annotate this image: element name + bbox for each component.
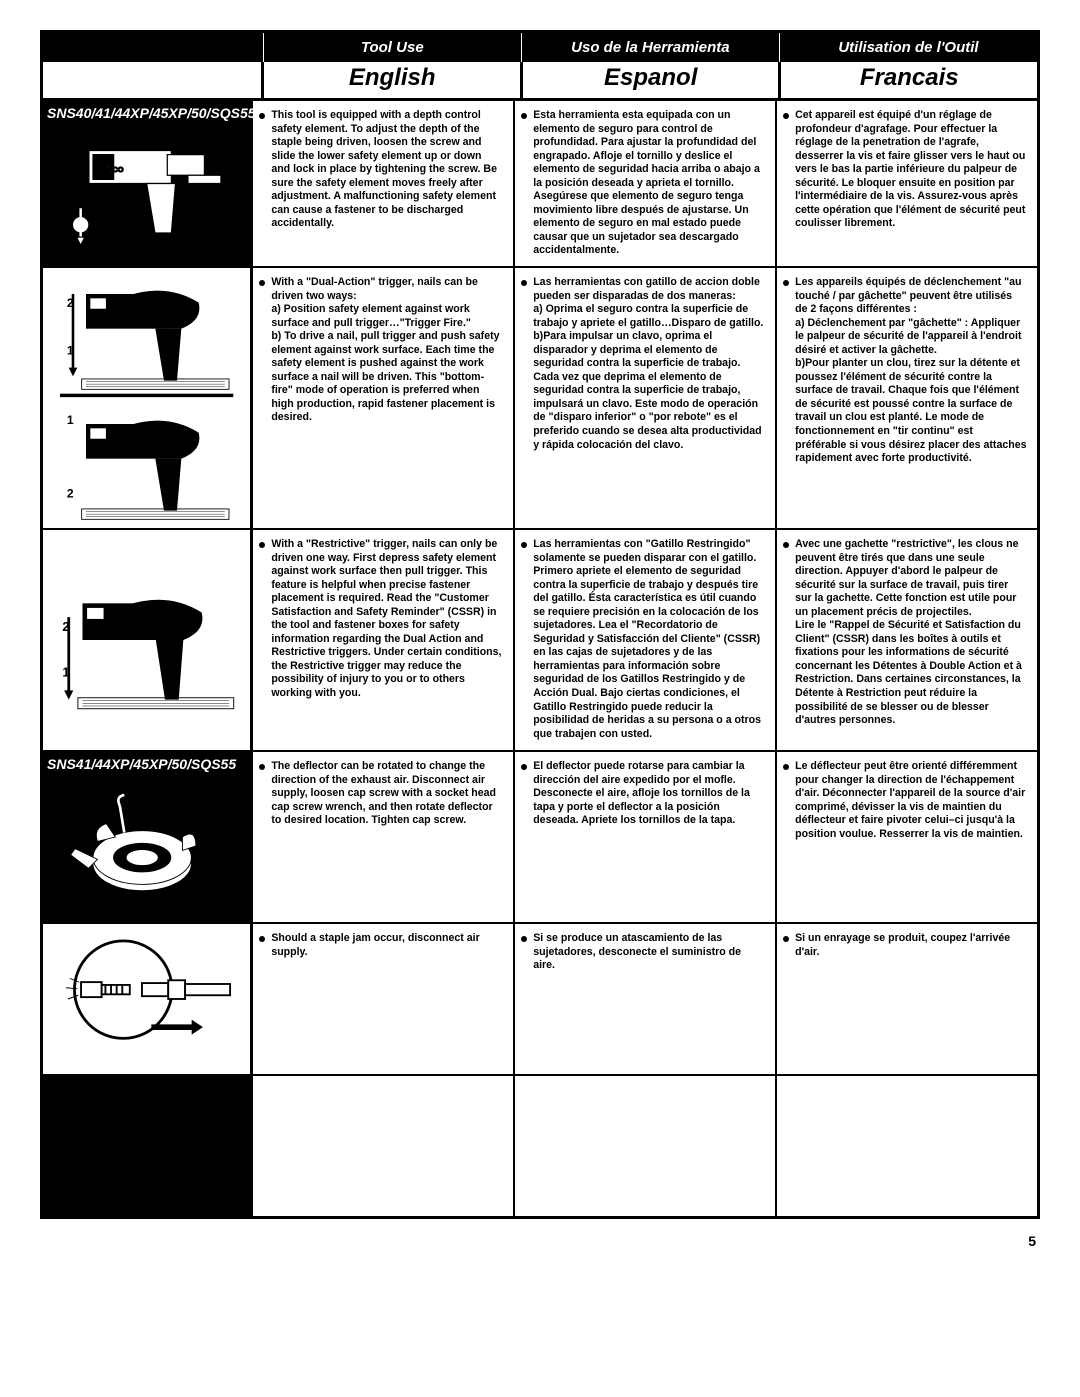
text-es-4: El deflector puede rotarse para cambiar … bbox=[515, 752, 777, 922]
text-en-5: Should a staple jam occur, disconnect ai… bbox=[253, 924, 515, 1074]
text-es-5: Si se produce un atascamiento de las suj… bbox=[515, 924, 777, 1074]
instruction-row-1: SNS40/41/44XP/45XP/50/SQS55 SENCO This t… bbox=[43, 101, 1037, 268]
model-label-4: SNS41/44XP/45XP/50/SQS55 bbox=[47, 756, 246, 772]
body-text: This tool is equipped with a depth contr… bbox=[271, 109, 503, 231]
text-en-1: This tool is equipped with a depth contr… bbox=[253, 101, 515, 266]
svg-text:SENCO: SENCO bbox=[97, 165, 124, 174]
header-tool-use-fr: Utilisation de l'Outil bbox=[780, 33, 1037, 62]
tool-diagram-icon: SENCO bbox=[43, 101, 250, 266]
header-lang-en: English bbox=[264, 62, 523, 98]
deflector-diagram-icon bbox=[43, 752, 250, 922]
bullet-icon bbox=[521, 542, 527, 548]
header-tool-use-en: Tool Use bbox=[264, 33, 522, 62]
text-en-4: The deflector can be rotated to change t… bbox=[253, 752, 515, 922]
text-fr-1: Cet appareil est équipé d'un réglage de … bbox=[777, 101, 1037, 266]
body-text: Les appareils équipés de déclenchement "… bbox=[795, 276, 1027, 466]
body-text: The deflector can be rotated to change t… bbox=[271, 760, 503, 828]
header-tool-use-es: Uso de la Herramienta bbox=[522, 33, 780, 62]
text-fr-3: Avec une gachette "restrictive", les clo… bbox=[777, 530, 1037, 750]
text-en-2: With a "Dual-Action" trigger, nails can … bbox=[253, 268, 515, 528]
text-es-3: Las herramientas con "Gatillo Restringid… bbox=[515, 530, 777, 750]
header-section-titles: Tool Use Uso de la Herramienta Utilisati… bbox=[43, 33, 1037, 62]
dual-action-diagram-icon: 2 1 1 2 bbox=[43, 268, 250, 528]
bullet-icon bbox=[259, 542, 265, 548]
svg-text:2: 2 bbox=[67, 487, 74, 501]
disconnect-air-icon bbox=[43, 924, 250, 1074]
bullet-icon bbox=[521, 113, 527, 119]
body-text: Cet appareil est équipé d'un réglage de … bbox=[795, 109, 1027, 231]
header-language-labels: English Espanol Francais bbox=[43, 62, 1037, 101]
bullet-icon bbox=[521, 764, 527, 770]
bullet-icon bbox=[259, 280, 265, 286]
illustration-deflector: SNS41/44XP/45XP/50/SQS55 bbox=[43, 752, 253, 922]
body-text: El deflector puede rotarse para cambiar … bbox=[533, 760, 765, 828]
body-text: Las herramientas con gatillo de accion d… bbox=[533, 276, 765, 452]
manual-page-frame: Tool Use Uso de la Herramienta Utilisati… bbox=[40, 30, 1040, 1219]
blank-text-es bbox=[515, 1076, 777, 1216]
body-text: Si se produce un atascamiento de las suj… bbox=[533, 932, 765, 973]
text-es-1: Esta herramienta esta equipada con un el… bbox=[515, 101, 777, 266]
bullet-icon bbox=[521, 280, 527, 286]
illustration-dual-action: 2 1 1 2 bbox=[43, 268, 253, 528]
bullet-icon bbox=[259, 936, 265, 942]
body-text: With a "Dual-Action" trigger, nails can … bbox=[271, 276, 503, 425]
instruction-row-2: 2 1 1 2 bbox=[43, 268, 1037, 530]
instruction-row-3: 2 1 With a "Restrictive" trigger, nails … bbox=[43, 530, 1037, 752]
blank-text-fr bbox=[777, 1076, 1037, 1216]
bullet-icon bbox=[521, 936, 527, 942]
body-text: With a "Restrictive" trigger, nails can … bbox=[271, 538, 503, 701]
bullet-icon bbox=[783, 113, 789, 119]
instruction-row-5: Should a staple jam occur, disconnect ai… bbox=[43, 924, 1037, 1074]
blank-row bbox=[43, 1074, 1037, 1216]
page-number: 5 bbox=[40, 1219, 1040, 1249]
blank-header-cell bbox=[43, 33, 264, 62]
instruction-row-4: SNS41/44XP/45XP/50/SQS55 The deflector c… bbox=[43, 752, 1037, 924]
bullet-icon bbox=[783, 764, 789, 770]
body-text: Las herramientas con "Gatillo Restringid… bbox=[533, 538, 765, 741]
body-text: Esta herramienta esta equipada con un el… bbox=[533, 109, 765, 258]
text-fr-2: Les appareils équipés de déclenchement "… bbox=[777, 268, 1037, 528]
body-text: Avec une gachette "restrictive", les clo… bbox=[795, 538, 1027, 728]
restrictive-diagram-icon: 2 1 bbox=[43, 530, 250, 750]
body-text: Should a staple jam occur, disconnect ai… bbox=[271, 932, 503, 959]
text-fr-4: Le déflecteur peut être orienté différem… bbox=[777, 752, 1037, 922]
svg-text:1: 1 bbox=[67, 413, 74, 427]
blank-black-cell bbox=[43, 1076, 253, 1216]
illustration-depth-control: SNS40/41/44XP/45XP/50/SQS55 SENCO bbox=[43, 101, 253, 266]
body-text: Le déflecteur peut être orienté différem… bbox=[795, 760, 1027, 841]
text-fr-5: Si un enrayage se produit, coupez l'arri… bbox=[777, 924, 1037, 1074]
illustration-jam-disconnect bbox=[43, 924, 253, 1074]
bullet-icon bbox=[783, 542, 789, 548]
text-es-2: Las herramientas con gatillo de accion d… bbox=[515, 268, 777, 528]
bullet-icon bbox=[783, 280, 789, 286]
illustration-restrictive: 2 1 bbox=[43, 530, 253, 750]
body-text: Si un enrayage se produit, coupez l'arri… bbox=[795, 932, 1027, 959]
blank-lang-cell bbox=[43, 62, 264, 98]
header-lang-es: Espanol bbox=[523, 62, 782, 98]
text-en-3: With a "Restrictive" trigger, nails can … bbox=[253, 530, 515, 750]
bullet-icon bbox=[259, 113, 265, 119]
bullet-icon bbox=[259, 764, 265, 770]
header-lang-fr: Francais bbox=[781, 62, 1037, 98]
model-label-1: SNS40/41/44XP/45XP/50/SQS55 bbox=[47, 105, 246, 121]
blank-text-en bbox=[253, 1076, 515, 1216]
bullet-icon bbox=[783, 936, 789, 942]
